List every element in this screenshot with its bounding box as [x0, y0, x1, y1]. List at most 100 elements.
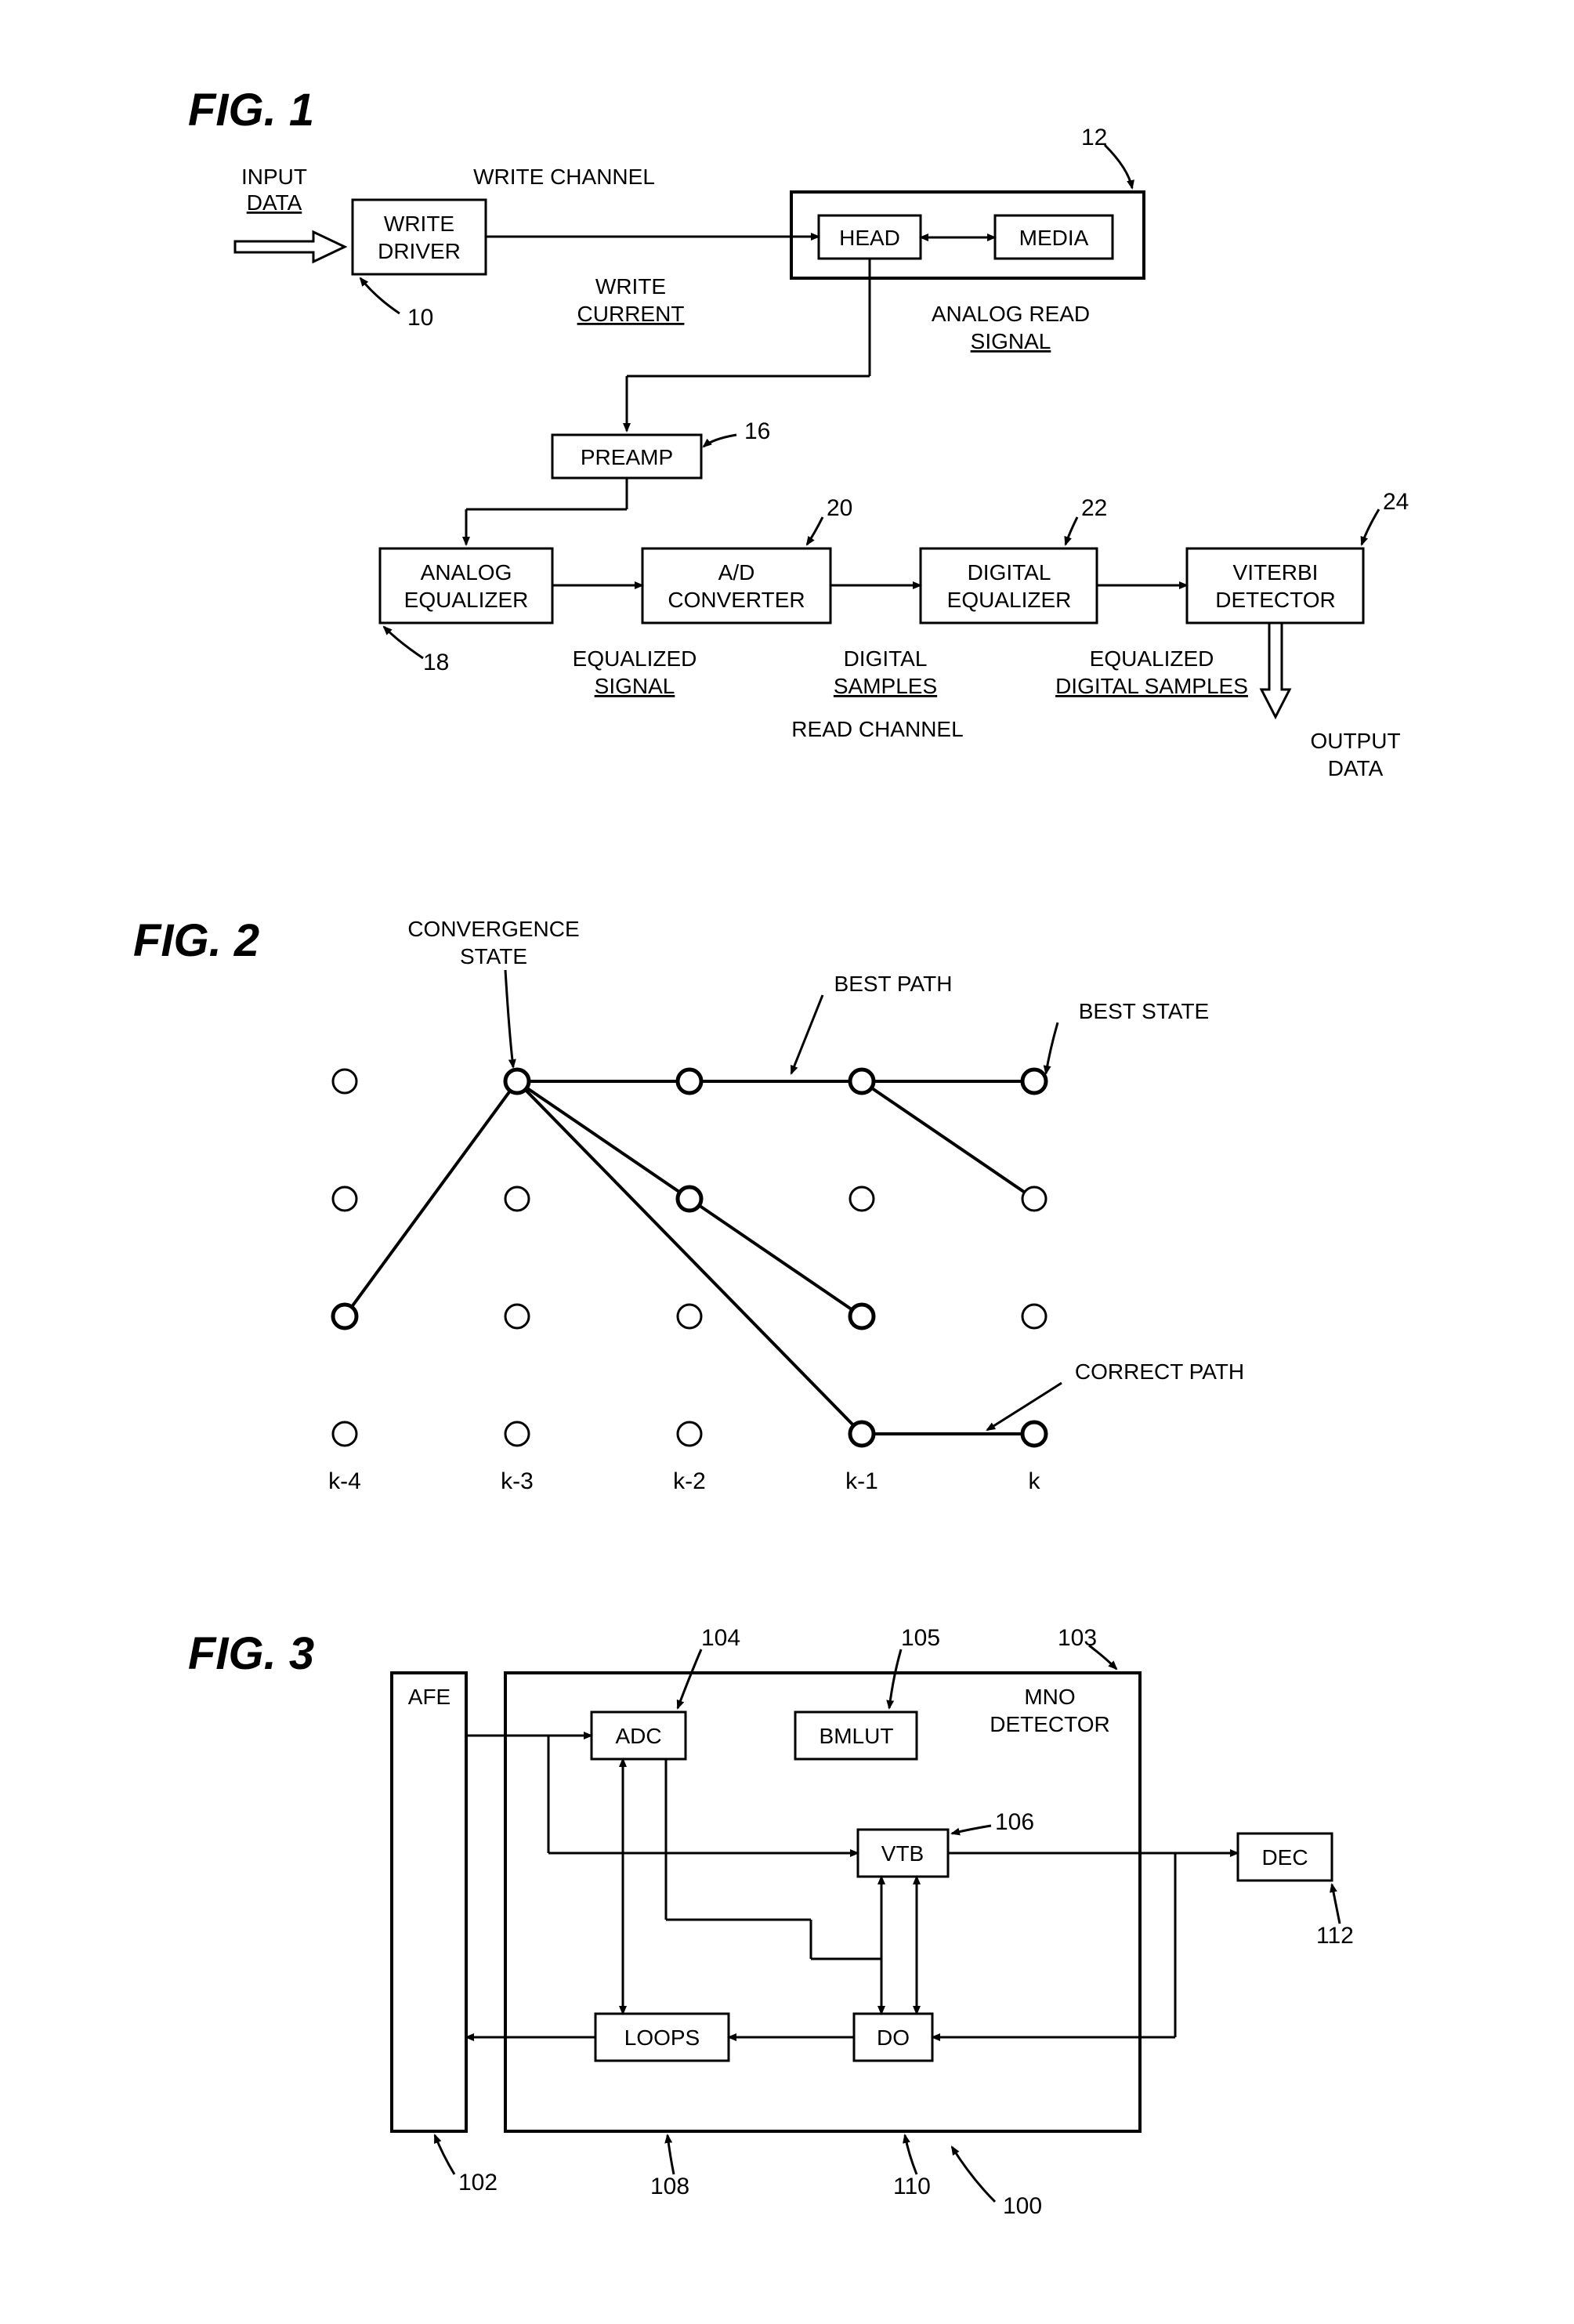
write-current-l2: CURRENT	[577, 302, 685, 326]
adc3-num: 104	[701, 1625, 740, 1651]
do-num: 110	[893, 2174, 931, 2199]
media-text: MEDIA	[1019, 226, 1089, 250]
write-current-l1: WRITE	[595, 274, 666, 299]
adc-num: 20	[827, 495, 852, 521]
input-data-arrow	[235, 232, 345, 262]
trellis-tick: k-4	[328, 1468, 361, 1494]
ae-l1: ANALOG	[421, 560, 512, 585]
sys-num: 100	[1003, 2193, 1042, 2219]
write-driver-l2: DRIVER	[378, 239, 461, 263]
afe-num: 102	[458, 2170, 498, 2195]
hm-leader	[1105, 145, 1132, 188]
trellis-node	[1022, 1070, 1046, 1093]
read-channel-label: READ CHANNEL	[791, 717, 963, 741]
trellis-node	[505, 1187, 529, 1211]
sys-leader	[952, 2147, 995, 2202]
afe-text: AFE	[408, 1685, 450, 1709]
adc-l2: CONVERTER	[668, 588, 805, 612]
dec-num: 112	[1316, 1923, 1354, 1949]
out-l1: OUTPUT	[1310, 729, 1400, 753]
trellis-node	[678, 1422, 701, 1446]
vd-l1: VITERBI	[1233, 560, 1319, 585]
vtb-num: 106	[995, 1809, 1034, 1835]
de-num: 22	[1081, 495, 1107, 521]
trellis-edge	[689, 1199, 862, 1316]
trellis-node	[850, 1070, 874, 1093]
bmlut-text: BMLUT	[820, 1724, 894, 1748]
trellis-ticks: k-4 k-3 k-2 k-1 k	[328, 1468, 1040, 1494]
fig1: FIG. 1 INPUT DATA WRITE CHANNEL WRITE DR…	[188, 85, 1409, 780]
trellis-tick: k-3	[501, 1468, 534, 1494]
diagram-canvas: FIG. 1 INPUT DATA WRITE CHANNEL WRITE DR…	[31, 31, 1574, 2293]
ae-leader	[384, 627, 423, 658]
trellis-edges	[345, 1081, 1034, 1434]
bmlut-num: 105	[901, 1625, 940, 1651]
trellis-node	[1022, 1187, 1046, 1211]
fig2-label: FIG. 2	[133, 915, 259, 966]
head-text: HEAD	[839, 226, 900, 250]
fig2: FIG. 2 CONVERGENCE STATE BEST PATH BEST …	[133, 915, 1244, 1494]
mno-l2: DETECTOR	[990, 1712, 1110, 1736]
best-state-label: BEST STATE	[1079, 999, 1209, 1023]
trellis-node	[333, 1187, 356, 1211]
best-path-label: BEST PATH	[834, 972, 953, 996]
trellis-edge	[345, 1081, 517, 1316]
mno-l1: MNO	[1024, 1685, 1075, 1709]
adc-l1: A/D	[718, 560, 755, 585]
eds-l2: DIGITAL SAMPLES	[1055, 674, 1248, 698]
out-l2: DATA	[1328, 756, 1384, 780]
correct-path-label: CORRECT PATH	[1075, 1359, 1244, 1384]
trellis-node	[333, 1305, 356, 1328]
de-l2: EQUALIZER	[947, 588, 1072, 612]
conv-l1: CONVERGENCE	[407, 917, 579, 941]
trellis-node	[678, 1305, 701, 1328]
afe-leader	[435, 2135, 454, 2174]
loops-leader	[668, 2135, 674, 2174]
conv-leader	[505, 970, 513, 1067]
head-media-num: 12	[1081, 125, 1107, 150]
trellis-node	[505, 1070, 529, 1093]
mno-num: 103	[1058, 1625, 1097, 1651]
dec-text: DEC	[1261, 1845, 1308, 1870]
trellis-tick: k	[1029, 1468, 1041, 1494]
eqs-l1: EQUALIZED	[573, 646, 697, 671]
trellis-tick: k-2	[673, 1468, 706, 1494]
preamp-num: 16	[744, 418, 770, 444]
do-leader	[905, 2135, 917, 2174]
cp-leader	[987, 1383, 1062, 1430]
trellis-edge	[517, 1081, 862, 1434]
eds-l1: EQUALIZED	[1090, 646, 1214, 671]
eqs-l2: SIGNAL	[595, 674, 675, 698]
trellis-node	[505, 1422, 529, 1446]
fig3: FIG. 3 AFE 102 MNO DETECTOR 103 ADC 104 …	[188, 1625, 1354, 2219]
trellis-tick: k-1	[845, 1468, 878, 1494]
trellis-node	[1022, 1305, 1046, 1328]
wd-leader	[360, 278, 400, 313]
bp-leader	[791, 995, 823, 1073]
preamp-leader	[704, 435, 736, 447]
adc-leader	[807, 517, 823, 545]
trellis-node	[850, 1187, 874, 1211]
ae-num: 18	[423, 650, 449, 675]
vd-leader	[1362, 509, 1379, 545]
vtb-text: VTB	[881, 1841, 924, 1866]
trellis-node	[1022, 1422, 1046, 1446]
trellis-node	[850, 1305, 874, 1328]
bs-leader	[1046, 1023, 1058, 1073]
trellis-node	[678, 1187, 701, 1211]
preamp-text: PREAMP	[581, 445, 673, 469]
trellis-node	[678, 1070, 701, 1093]
dec-leader	[1332, 1884, 1340, 1924]
output-arrow	[1261, 623, 1290, 717]
de-l1: DIGITAL	[968, 560, 1051, 585]
trellis-node	[505, 1305, 529, 1328]
trellis-edge	[862, 1081, 1034, 1199]
adc3-text: ADC	[615, 1724, 661, 1748]
write-channel-label: WRITE CHANNEL	[473, 165, 655, 189]
afe-box	[392, 1673, 466, 2131]
conv-l2: STATE	[460, 944, 527, 968]
write-driver-l1: WRITE	[384, 212, 454, 236]
trellis-node	[333, 1070, 356, 1093]
ars-l1: ANALOG READ	[932, 302, 1090, 326]
loops-num: 108	[650, 2174, 689, 2199]
